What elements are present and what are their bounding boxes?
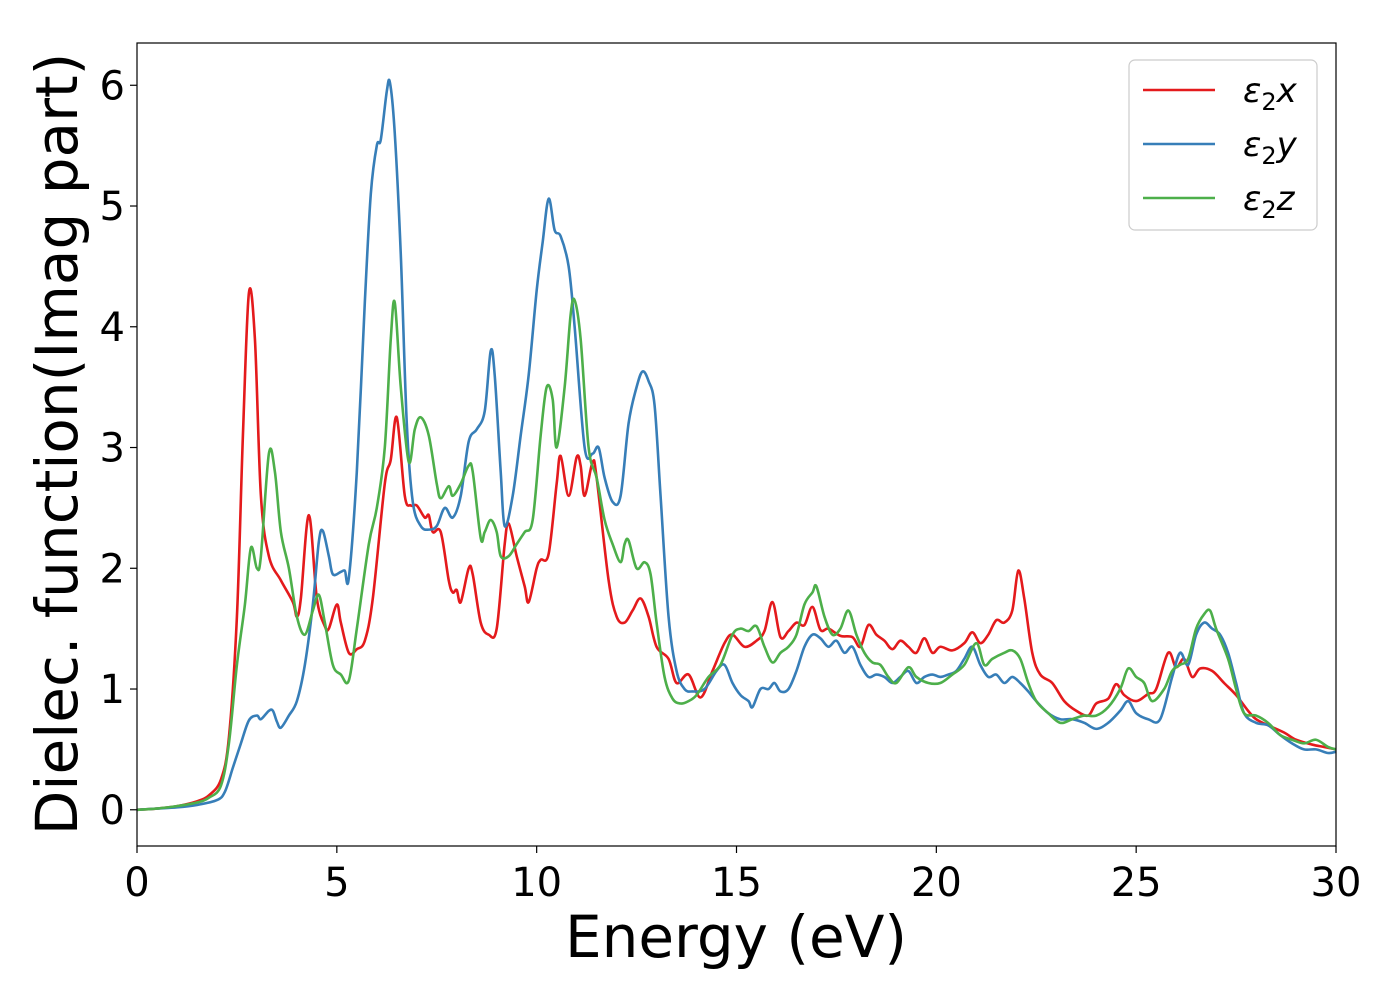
y-tick-label: 6 <box>100 63 125 109</box>
x-tick-label: 20 <box>911 860 962 906</box>
x-tick-label: 0 <box>124 860 149 906</box>
y-tick-label: 1 <box>100 667 125 713</box>
legend-label-y: ε2y <box>1243 125 1298 170</box>
x-tick-label: 30 <box>1311 860 1362 906</box>
x-tick-label: 25 <box>1111 860 1162 906</box>
series-layer <box>137 78 1336 812</box>
y-tick-label: 0 <box>100 788 125 834</box>
y-tick-label: 5 <box>100 184 125 230</box>
x-tick-label: 10 <box>511 860 562 906</box>
legend: ε2x ε2y ε2z <box>1128 59 1318 231</box>
x-axis: 0 5 10 15 20 25 30 <box>124 846 1361 906</box>
legend-label-z: ε2z <box>1243 179 1296 224</box>
y-axis-title: Dielec. function(Imag part) <box>23 53 91 836</box>
y-tick-label: 4 <box>100 305 125 351</box>
legend-label-x: ε2x <box>1243 71 1298 116</box>
x-tick-label: 15 <box>711 860 762 906</box>
y-tick-label: 2 <box>100 546 125 592</box>
x-tick-label: 5 <box>324 860 349 906</box>
series-line-y <box>137 78 1336 812</box>
y-axis: 0 1 2 3 4 5 6 <box>100 63 137 834</box>
y-tick-label: 3 <box>100 426 125 472</box>
series-line-z <box>137 297 1336 812</box>
x-axis-title: Energy (eV) <box>565 903 907 971</box>
series-line-x <box>137 287 1336 812</box>
legend-box <box>1128 59 1318 231</box>
